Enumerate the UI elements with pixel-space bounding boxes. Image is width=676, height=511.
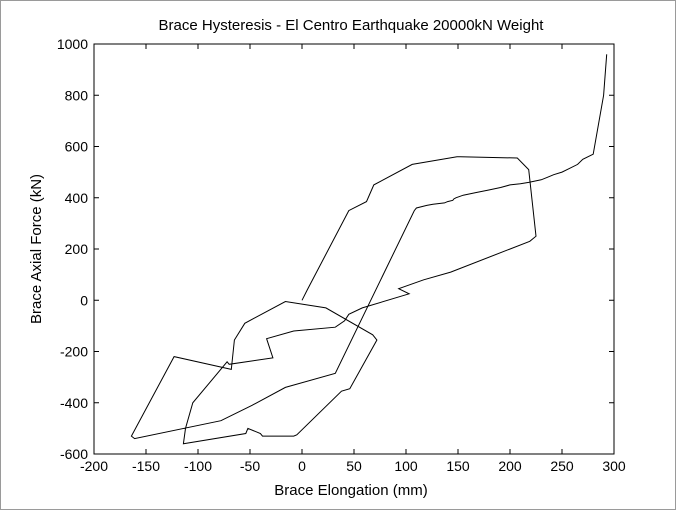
y-tick-label: 1000 — [57, 36, 88, 52]
x-tick-label: -100 — [184, 458, 212, 474]
series-layer — [130, 54, 608, 445]
hysteresis-line — [130, 54, 608, 445]
x-tick-label: 250 — [550, 458, 574, 474]
y-tick-label: -600 — [60, 446, 88, 462]
chart-title: Brace Hysteresis - El Centro Earthquake … — [159, 17, 545, 34]
x-axis-label: Brace Elongation (mm) — [274, 482, 427, 499]
x-tick-label: -200 — [80, 458, 108, 474]
y-tick-label: 600 — [65, 139, 89, 155]
x-tick-label: 300 — [602, 458, 626, 474]
x-tick-label: -50 — [240, 458, 260, 474]
x-tick-label: 0 — [298, 458, 306, 474]
plot-area — [93, 43, 615, 455]
x-tick-label: 50 — [346, 458, 362, 474]
x-tick-label: -150 — [132, 458, 160, 474]
x-tick-label: 200 — [498, 458, 522, 474]
y-tick-label: 0 — [80, 292, 88, 308]
axis-ticks: -200 -150 -100 -50 0 50 100 150 200 250 300 1000 800… — [57, 36, 626, 474]
y-tick-label: 200 — [65, 241, 89, 257]
y-tick-label: -400 — [60, 395, 88, 411]
y-tick-label: -200 — [60, 344, 88, 360]
x-tick-label: 100 — [394, 458, 418, 474]
y-tick-label: 800 — [65, 87, 89, 103]
x-tick-label: 150 — [446, 458, 470, 474]
y-axis-label: Brace Axial Force (kN) — [28, 174, 45, 324]
y-tick-label: 400 — [65, 190, 89, 206]
